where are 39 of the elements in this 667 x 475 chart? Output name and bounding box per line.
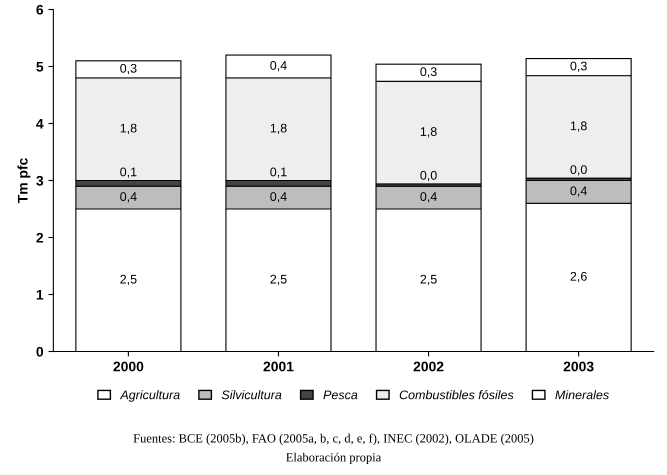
legend-label: Pesca (323, 390, 358, 400)
data-label: 1,8 (120, 124, 137, 134)
y-tick-label: 5 (36, 62, 44, 72)
data-label: 0,1 (120, 167, 136, 178)
x-tick-label: 2002 (414, 362, 444, 372)
data-label: 0,4 (120, 192, 137, 202)
data-label: 0,0 (570, 165, 587, 176)
x-tick-label: 2001 (264, 362, 294, 372)
legend-label: Agricultura (120, 390, 180, 402)
data-label: 2,6 (570, 272, 587, 282)
data-label: 0,0 (420, 170, 437, 182)
y-tick-label: 2 (36, 232, 44, 243)
source-note: Fuentes: BCE (2005b), FAO (2005a, b, c, d, e, f), INEC (2002), OLADE (2005) (133, 434, 534, 446)
data-label: 0,4 (270, 192, 287, 202)
data-label: 0,3 (570, 62, 587, 72)
data-label: 0,4 (570, 186, 587, 197)
data-label: 2,5 (420, 274, 437, 286)
data-label: 0,3 (120, 64, 137, 74)
y-tick-label: 4 (36, 118, 44, 129)
data-label: 0,4 (270, 61, 287, 72)
data-label: 1,8 (420, 127, 437, 138)
x-tick-label: 2000 (113, 362, 144, 372)
data-label: 0,4 (420, 192, 437, 202)
y-tick-label: 6 (36, 4, 44, 15)
text: Elaboración propia (286, 452, 382, 464)
legend-label: Combustibles fósiles (400, 390, 514, 400)
data-label: 1,8 (570, 121, 587, 132)
data-label: 0,3 (420, 67, 437, 78)
y-tick-label: 0 (36, 346, 44, 357)
legend-label: Minerales (555, 390, 609, 400)
x-tick-label: 2003 (564, 362, 594, 372)
legend-label: Silvicultura (222, 390, 282, 400)
data-label: 0,1 (270, 167, 287, 178)
data-label: 2,5 (270, 274, 287, 286)
data-label: 1,8 (270, 124, 287, 134)
y-tick-label: 3 (36, 176, 44, 186)
data-label: 2,5 (120, 274, 137, 286)
y-tick-label: 1 (36, 290, 44, 300)
y-axis-title: Tm pfc (17, 158, 30, 204)
